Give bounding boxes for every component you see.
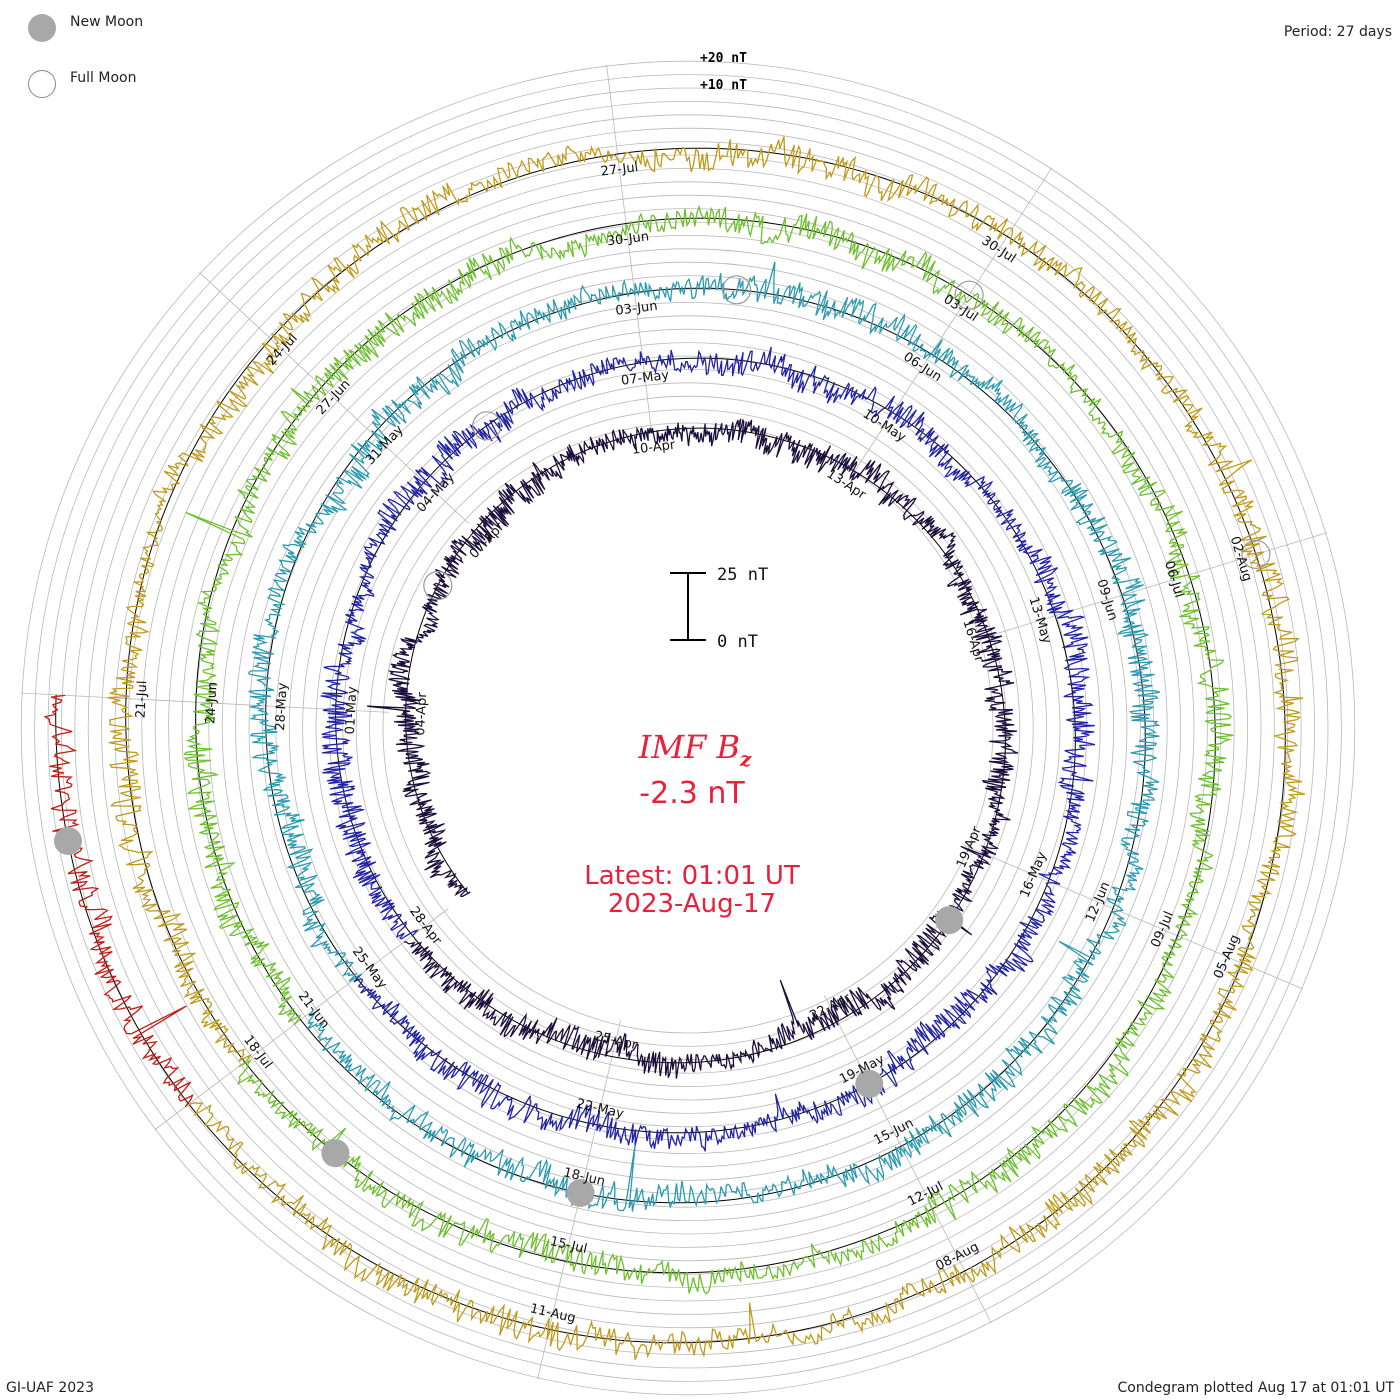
date-label: 25-May [349, 944, 390, 992]
new-moon-marker [566, 1179, 595, 1207]
date-label: 07-May [620, 368, 670, 389]
date-label: 21-Jul [134, 680, 151, 718]
full-moon-marker [721, 275, 752, 305]
imf-value: -2.3 nT [639, 776, 745, 811]
grid-ring [74, 114, 1302, 1342]
date-label: 24-Jun [203, 681, 220, 724]
footer-credit: GI-UAF 2023 [6, 1380, 94, 1396]
full-moon-label: Full Moon [70, 70, 137, 86]
ring-scale-label: +10 nT [700, 78, 747, 93]
date-label: 09-Jun [1093, 578, 1120, 623]
grid-ring [382, 422, 994, 1034]
date-label: 08-Aug [933, 1240, 981, 1274]
grid-ring [261, 301, 1115, 1155]
scale-bar: 25 nT 0 nT [670, 565, 768, 652]
grid-rings [20, 60, 1356, 1396]
spoke-line [154, 908, 449, 1131]
series-trace-cycle-1 [367, 418, 1019, 1079]
full-moon-icon [28, 70, 56, 98]
new-moon-marker [855, 1069, 884, 1098]
date-label: 09-Jul [1148, 909, 1177, 950]
full-moon-marker [423, 570, 453, 601]
ring-scale-label: +20 nT [700, 51, 747, 66]
grid-ring [34, 74, 1342, 1382]
grid-ring [87, 127, 1289, 1329]
new-moon-marker [321, 1139, 350, 1168]
date-label: 01-May [343, 686, 361, 735]
grid-ring [101, 141, 1275, 1315]
date-label: 18-Jul [240, 1033, 275, 1072]
date-label: 30-Jun [606, 229, 650, 249]
center-readout: IMF Bz -2.3 nT Latest: 01:01 UT 2023-Aug… [584, 728, 800, 919]
date-label: 06-Jul [1161, 559, 1186, 599]
new-moon-marker [54, 827, 82, 855]
spoke-line [851, 167, 1053, 477]
spoke-line [823, 995, 992, 1324]
scale-bottom-label: 0 nT [717, 632, 758, 652]
grid-ring [342, 382, 1034, 1074]
ring-scale-labels: +20 nT +10 nT [700, 51, 747, 93]
imf-subscript: z [739, 747, 752, 771]
grid-ring [315, 355, 1061, 1101]
grid-ring [221, 261, 1155, 1195]
date-label: 15-Jul [548, 1234, 588, 1257]
imf-title: IMF Bz [638, 728, 752, 771]
series-trace-cycle-4 [183, 204, 1234, 1295]
grid-ring [141, 181, 1235, 1275]
latest-time: Latest: 01:01 UT [584, 861, 800, 891]
date-label: 22-May [575, 1096, 626, 1122]
series-traces [43, 136, 1306, 1360]
imf-quantity: IMF B [638, 728, 740, 766]
date-label: 04-Apr [413, 691, 430, 736]
series-trace-cycle-2 [320, 346, 1096, 1152]
grid-ring [248, 288, 1128, 1168]
series-trace-cycle-5 [107, 136, 1306, 1360]
grid-ring [208, 248, 1168, 1208]
full-moon-marker [472, 411, 502, 441]
date-label: 10-Apr [631, 438, 677, 458]
latest-date: 2023-Aug-17 [608, 889, 776, 919]
grid-ring [288, 328, 1088, 1128]
footer-timestamp: Condegram plotted Aug 17 at 01:01 UT [1117, 1380, 1394, 1396]
new-moon-label: New Moon [70, 14, 144, 30]
scale-top-label: 25 nT [717, 565, 768, 585]
full-moon-marker [954, 280, 984, 310]
date-label: 28-May [273, 682, 291, 731]
date-label: 27-Jul [600, 160, 639, 179]
spoke-line [974, 532, 1327, 641]
moon-markers [54, 275, 1271, 1207]
grid-ring [154, 194, 1222, 1262]
period-label: Period: 27 days [1283, 24, 1392, 40]
spoke-line [606, 64, 652, 431]
spoke-line [199, 272, 469, 524]
grid-ring [47, 87, 1329, 1369]
new-moon-marker [935, 906, 964, 935]
date-label: 05-Aug [1211, 933, 1243, 982]
grid-ring [114, 154, 1262, 1302]
full-moon-marker [1241, 539, 1271, 570]
series-trace-cycle-6 [43, 694, 194, 1108]
spoke-line [964, 844, 1304, 990]
grid-ring [181, 221, 1195, 1235]
grid-ring [235, 275, 1141, 1181]
date-label: 03-Jun [615, 299, 659, 319]
series-trace-cycle-3 [248, 261, 1161, 1212]
grid-ring [20, 60, 1356, 1396]
grid-ring [168, 208, 1208, 1248]
new-moon-icon [28, 14, 56, 42]
